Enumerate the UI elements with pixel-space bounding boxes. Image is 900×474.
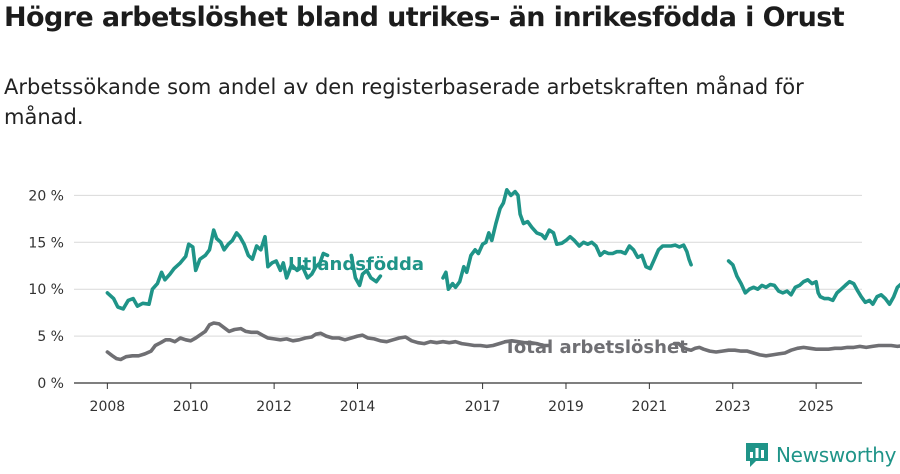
x-tick-label: 2017 (465, 399, 501, 415)
y-tick-label: 15 % (28, 235, 64, 251)
newsworthy-brand[interactable]: Newsworthy (744, 440, 897, 470)
y-tick-label: 10 % (28, 282, 64, 298)
x-tick-label: 2019 (548, 399, 584, 415)
series-lines (105, 188, 900, 362)
y-tick-label: 20 % (28, 188, 64, 204)
y-tick-label: 0 % (37, 376, 64, 392)
chart-subtitle: Arbetssökande som andel av den registerb… (4, 75, 804, 129)
x-tick-label: 2021 (632, 399, 668, 415)
y-tick-label: 5 % (37, 329, 64, 345)
series-line (105, 228, 330, 311)
newsworthy-logo-icon (746, 443, 768, 467)
x-tick-label: 2012 (256, 399, 292, 415)
x-tick-label: 2010 (173, 399, 209, 415)
x-axis-ticks: 2008 2010 2012 2014 2017 2019 2021 2023 2025 (90, 383, 834, 415)
x-tick-label: 2023 (715, 399, 751, 415)
y-axis-ticks: 0 % 5 % 10 % 15 % 20 % (28, 188, 64, 392)
series-line (726, 259, 900, 306)
brand-name: Newsworthy (776, 443, 897, 467)
series-line (349, 253, 383, 288)
series-label-utlandsfodda: Utlandsfödda (288, 254, 424, 275)
x-tick-label: 2014 (340, 399, 376, 415)
gridlines (74, 194, 862, 384)
series-line (441, 188, 693, 291)
x-tick-label: 2025 (798, 399, 834, 415)
x-tick-label: 2008 (90, 399, 126, 415)
series-line (105, 321, 552, 362)
series-label-total: Total arbetslöshet (504, 337, 688, 358)
chart-title: Högre arbetslöshet bland utrikes- än inr… (4, 2, 845, 33)
series-line (672, 341, 900, 358)
